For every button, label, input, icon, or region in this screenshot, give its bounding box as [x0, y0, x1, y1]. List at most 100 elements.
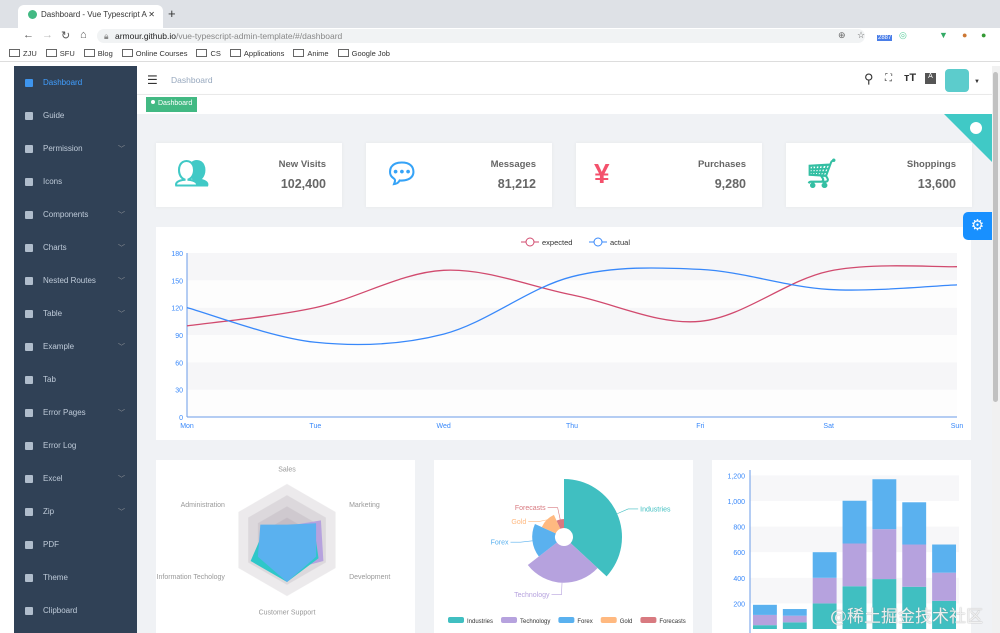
sidebar-item-permission[interactable]: Permission ﹀ [14, 132, 137, 165]
message-icon: 💬︎ [384, 158, 420, 189]
sidebar-item-label: Dashboard [43, 78, 83, 87]
extension-icon[interactable]: ◎ [899, 30, 907, 40]
grid-band [187, 253, 957, 281]
radar-indicator-label: Administration [181, 502, 225, 509]
sidebar-item-error-pages[interactable]: Error Pages ﹀ [14, 396, 137, 429]
table-icon [25, 309, 33, 318]
sidebar-item-tab[interactable]: Tab [14, 363, 137, 396]
vue-devtools-icon[interactable]: ▼ [939, 30, 948, 40]
bar-chart-panel: 200 400 600 800 1,000 1,200 [712, 460, 971, 633]
language-icon[interactable]: A [925, 73, 936, 84]
sidebar-item-charts[interactable]: Charts ﹀ [14, 231, 137, 264]
scrollbar-thumb[interactable] [993, 72, 998, 402]
sidebar-item-nested-routes[interactable]: Nested Routes ﹀ [14, 264, 137, 297]
avatar[interactable] [945, 69, 969, 92]
clipboard-icon [25, 606, 33, 615]
browser-tab[interactable]: Dashboard - Vue Typescript A ✕ [18, 5, 163, 28]
bookmark[interactable]: Google Job [338, 49, 390, 58]
bar-segment [812, 552, 837, 578]
fullscreen-icon[interactable]: ⛶ [885, 73, 892, 84]
bar-segment [842, 500, 867, 544]
y-tick-label: 800 [733, 525, 745, 532]
settings-gear-icon[interactable]: ⚙ [963, 212, 992, 240]
chevron-down-icon: ﹀ [118, 278, 125, 285]
sidebar-item-guide[interactable]: Guide [14, 99, 137, 132]
caret-down-icon[interactable]: ▼ [974, 79, 980, 85]
bar-segment [812, 577, 837, 604]
new-tab-button[interactable]: + [168, 6, 176, 21]
bookmark-star-icon[interactable]: ☆ [857, 30, 866, 40]
card-label: Messages [490, 159, 536, 170]
sidebar-item-zip[interactable]: Zip ﹀ [14, 495, 137, 528]
sidebar-item-label: Excel [43, 474, 63, 483]
sidebar-item-icons[interactable]: Icons [14, 165, 137, 198]
reload-icon[interactable]: ↻ [61, 30, 71, 42]
bookmarks-bar: ZJU SFU Blog Online Courses CS Applications An… [0, 45, 1000, 62]
url-input[interactable]: 🔒︎ armour.github.io/vue-typescript-admin-… [97, 29, 865, 43]
shopping-cart-icon: 🛒︎ [804, 158, 840, 189]
bar-segment [872, 579, 897, 629]
card-purchases[interactable]: ¥ Purchases 9,280 [576, 143, 762, 207]
chevron-down-icon: ﹀ [118, 410, 125, 417]
card-shoppings[interactable]: 🛒︎ Shoppings 13,600 [786, 143, 972, 207]
zoom-icon[interactable]: ⊕ [838, 30, 846, 40]
sidebar-item-table[interactable]: Table ﹀ [14, 297, 137, 330]
legend-label: Forecasts [659, 619, 685, 625]
home-icon[interactable]: ⌂ [80, 29, 87, 41]
sidebar-item-excel[interactable]: Excel ﹀ [14, 462, 137, 495]
sidebar-item-pdf[interactable]: PDF [14, 528, 137, 561]
forward-icon[interactable]: → [42, 29, 53, 41]
radar-indicator-label: Development [349, 574, 390, 581]
legend-marker [593, 237, 603, 247]
pie-slice-forex [532, 524, 557, 557]
pie-chart-panel: Industries Technology Forex Gold Forecasts In… [434, 460, 693, 633]
sidebar-item-error-log[interactable]: Error Log [14, 429, 137, 462]
grid-band [187, 362, 957, 390]
sidebar-item-dashboard[interactable]: Dashboard [14, 66, 137, 99]
card-new-visits[interactable]: 👥︎ New Visits 102,400 [156, 143, 342, 207]
bar-segment [902, 586, 927, 629]
bar-segment [872, 529, 897, 580]
sidebar-item-label: PDF [43, 540, 59, 549]
line-series-expected [186, 265, 958, 327]
x-tick-label: Tue [309, 423, 321, 430]
y-tick-label: 60 [175, 360, 183, 367]
nested-icon [25, 276, 33, 285]
sidebar-item-label: Charts [43, 243, 67, 252]
scrollbar[interactable] [992, 66, 1000, 633]
profile-icon[interactable]: ● [962, 30, 968, 40]
card-messages[interactable]: 💬︎ Messages 81,212 [366, 143, 552, 207]
github-corner-icon[interactable] [944, 114, 992, 162]
bar-segment [782, 609, 807, 616]
y-tick-label: 1,200 [727, 473, 745, 480]
bookmark[interactable]: SFU [46, 49, 75, 58]
bookmark[interactable]: ZJU [9, 49, 37, 58]
bar-segment [782, 615, 807, 623]
sidebar-item-label: Guide [43, 111, 65, 120]
bar-segment [842, 586, 867, 629]
back-icon[interactable]: ← [23, 29, 34, 41]
bookmark[interactable]: CS [196, 49, 220, 58]
close-tab-icon[interactable]: ✕ [148, 10, 155, 19]
sidebar-item-clipboard[interactable]: Clipboard [14, 594, 137, 627]
tag-dashboard[interactable]: Dashboard [146, 97, 198, 112]
y-tick-label: 600 [733, 550, 745, 557]
hamburger-icon[interactable]: ☰ [147, 73, 158, 87]
size-icon[interactable]: ᴛT [904, 72, 917, 84]
bookmark[interactable]: Online Courses [122, 49, 188, 58]
sidebar-item-theme[interactable]: Theme [14, 561, 137, 594]
search-icon[interactable]: ⚲ [864, 71, 874, 86]
update-icon[interactable]: ● [981, 30, 987, 40]
extension-badge[interactable]: 2887 [877, 35, 893, 41]
active-dot-icon [151, 100, 155, 104]
legend-label: Technology [520, 619, 550, 625]
bookmark[interactable]: Anime [293, 49, 328, 58]
bookmark[interactable]: Blog [84, 49, 113, 58]
chart-icon [25, 243, 33, 252]
bookmark[interactable]: Applications [230, 49, 284, 58]
legend-swatch [600, 617, 617, 623]
sidebar-item-components[interactable]: Components ﹀ [14, 198, 137, 231]
sidebar-item-example[interactable]: Example ﹀ [14, 330, 137, 363]
sidebar-item-label: Example [43, 342, 75, 351]
radar-indicator-label: Marketing [349, 502, 380, 509]
